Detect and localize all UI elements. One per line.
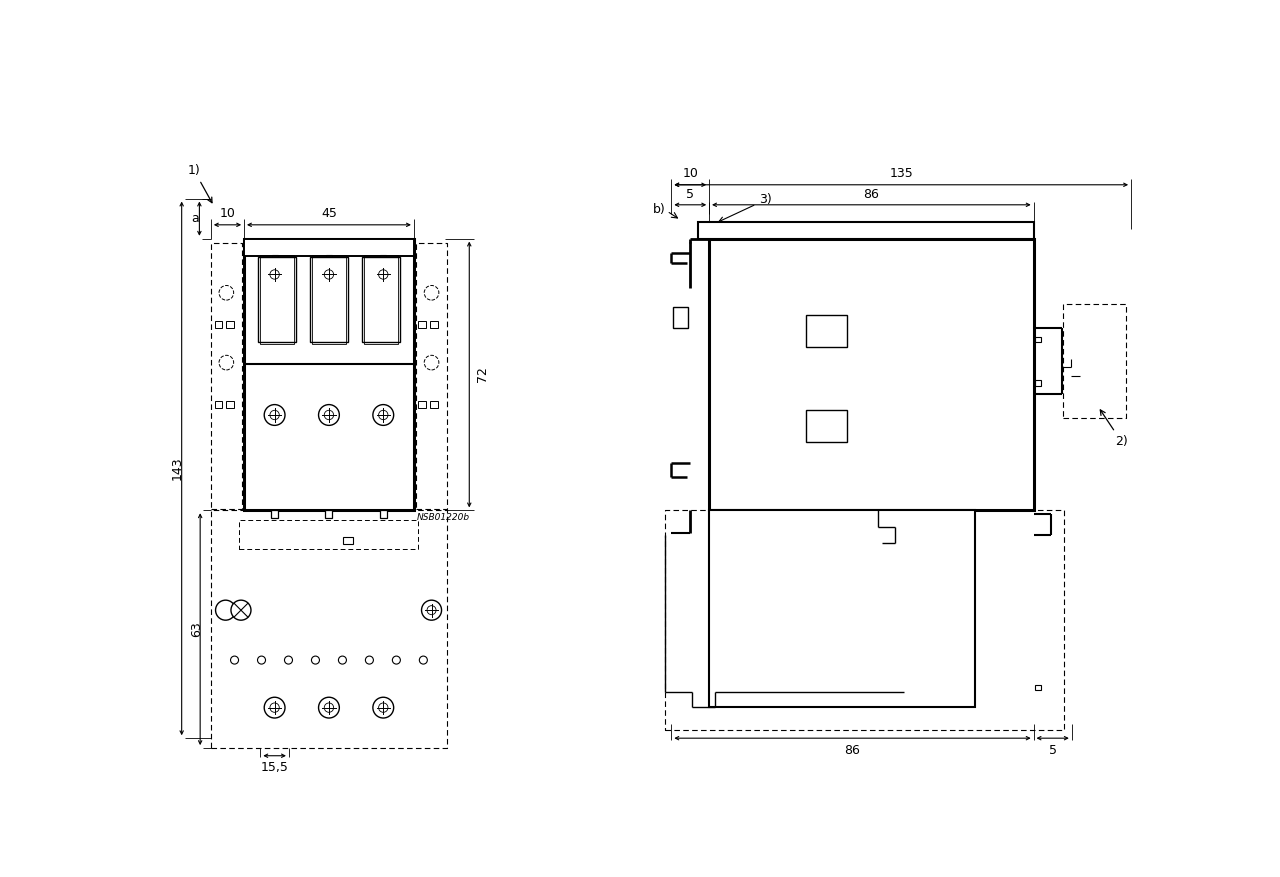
Bar bbox=[430, 321, 438, 328]
Bar bbox=[364, 255, 398, 344]
Bar bbox=[215, 402, 223, 409]
Bar bbox=[244, 239, 413, 510]
Bar bbox=[343, 538, 353, 545]
Text: 3): 3) bbox=[719, 193, 772, 222]
Bar bbox=[215, 321, 223, 328]
Bar bbox=[380, 510, 387, 518]
Bar bbox=[806, 410, 846, 442]
Circle shape bbox=[372, 264, 394, 285]
Bar bbox=[709, 510, 975, 708]
Circle shape bbox=[319, 404, 339, 425]
Text: a: a bbox=[191, 212, 198, 225]
Bar bbox=[310, 257, 348, 342]
Circle shape bbox=[264, 264, 285, 285]
Bar bbox=[325, 510, 333, 518]
Text: 1): 1) bbox=[188, 164, 212, 203]
Text: 72: 72 bbox=[476, 367, 489, 382]
Bar bbox=[709, 239, 1034, 510]
Circle shape bbox=[264, 697, 285, 718]
Bar bbox=[1036, 381, 1041, 386]
Bar bbox=[257, 257, 296, 342]
Text: 143: 143 bbox=[170, 457, 183, 481]
Bar bbox=[673, 307, 687, 328]
Text: 5: 5 bbox=[1048, 744, 1057, 757]
Bar bbox=[419, 402, 426, 409]
Bar bbox=[430, 402, 438, 409]
Circle shape bbox=[421, 600, 442, 620]
Text: 15,5: 15,5 bbox=[261, 761, 288, 774]
Circle shape bbox=[372, 404, 394, 425]
Text: NSB01220b: NSB01220b bbox=[417, 513, 470, 523]
Bar bbox=[227, 321, 234, 328]
Bar bbox=[699, 222, 1034, 239]
Bar bbox=[260, 255, 294, 344]
Bar bbox=[326, 255, 332, 260]
Text: 2): 2) bbox=[1101, 410, 1128, 448]
Bar bbox=[312, 255, 346, 344]
Text: 63: 63 bbox=[189, 621, 202, 637]
Bar bbox=[271, 255, 278, 260]
Circle shape bbox=[319, 697, 339, 718]
Circle shape bbox=[264, 404, 285, 425]
Bar bbox=[271, 510, 278, 518]
Bar bbox=[806, 315, 846, 347]
Text: 5: 5 bbox=[686, 188, 694, 201]
Text: 135: 135 bbox=[890, 168, 913, 180]
Bar bbox=[244, 239, 413, 255]
Circle shape bbox=[230, 600, 251, 620]
Bar bbox=[1036, 685, 1041, 690]
Text: 10: 10 bbox=[220, 207, 236, 220]
Bar bbox=[419, 321, 426, 328]
Bar bbox=[362, 257, 401, 342]
Circle shape bbox=[319, 264, 339, 285]
Bar bbox=[1036, 337, 1041, 342]
Text: 10: 10 bbox=[682, 168, 698, 180]
Text: b): b) bbox=[653, 203, 666, 216]
Text: 86: 86 bbox=[864, 188, 879, 201]
Bar bbox=[380, 255, 387, 260]
Circle shape bbox=[372, 697, 394, 718]
Text: 45: 45 bbox=[321, 207, 337, 220]
Bar bbox=[227, 402, 234, 409]
Text: 86: 86 bbox=[845, 744, 860, 757]
